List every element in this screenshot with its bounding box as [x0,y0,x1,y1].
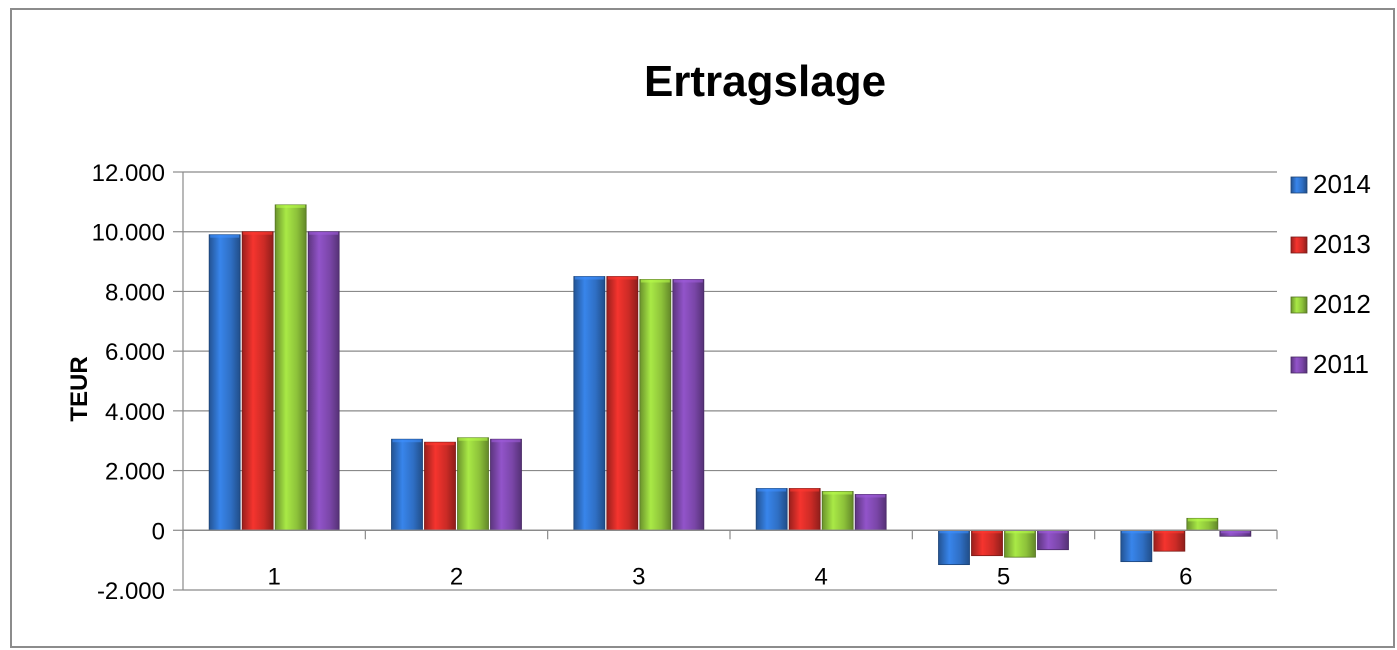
bar-cap [309,231,339,235]
chart-title: Ertragslage [644,57,886,106]
bar-2013-cat-2 [424,441,456,531]
x-tick-label: 6 [1179,563,1192,590]
bar-cap [574,276,604,280]
bar-2012-cat-5 [1004,529,1036,558]
bar-2012-cat-4 [821,491,854,531]
y-tick-label: 6.000 [105,339,165,366]
bar-cap [790,488,820,492]
legend-swatch-2013 [1290,236,1308,254]
x-tick-label: 2 [450,563,463,590]
legend-label-2012: 2012 [1313,289,1371,319]
gridlines [183,171,1277,591]
bar-cap [425,442,455,446]
bar-cap [939,530,969,534]
y-tick-label: -2.000 [97,578,165,605]
bar-cap [823,491,853,495]
bar-2011-cat-4 [854,494,887,531]
legend-swatch-2011 [1290,356,1308,374]
x-tick-label: 3 [632,563,645,590]
bar-cap [392,439,422,443]
y-tick-label: 12.000 [92,160,165,187]
legend: 2014 2013 2012 2011 [1290,169,1371,379]
bar-2012-cat-3 [639,279,672,531]
bar-2013-cat-4 [788,488,821,531]
y-tick-label: 0 [152,518,165,545]
bar-2014-cat-5 [938,529,970,566]
bar-2014-cat-4 [755,488,788,531]
bar-cap [1154,530,1184,534]
bar-2013-cat-3 [606,276,639,531]
y-tick-label: 8.000 [105,279,165,306]
bar-cap [1038,530,1068,534]
bar-cap [210,234,240,238]
bar-cap [607,276,637,280]
bar-2014-cat-1 [208,234,241,531]
bar-2013-cat-6 [1153,529,1186,552]
y-axis-label: TEUR [66,356,93,421]
legend-swatch-2014 [1290,176,1308,194]
bar-cap [856,494,886,498]
bar-2011-cat-2 [490,438,522,531]
bar-2011-cat-1 [307,231,340,531]
bar-cap [1220,530,1250,534]
bar-cap [243,231,273,235]
bar-chart: Ertragslage -2.000 0 2.000 4.000 6.000 8.000 1… [66,57,1371,605]
x-tick-label: 4 [814,563,827,590]
bar-cap [1187,518,1217,522]
y-tick-label: 4.000 [105,399,165,426]
legend-label-2011: 2011 [1313,349,1369,379]
bar-2012-cat-1 [274,204,307,531]
x-tick-label: 5 [997,563,1010,590]
bar-2014-cat-3 [573,276,606,531]
x-tick-label: 1 [267,563,280,590]
chart-frame: Ertragslage -2.000 0 2.000 4.000 6.000 8.000 1… [10,8,1395,648]
legend-label-2013: 2013 [1313,229,1371,259]
bar-2014-cat-2 [391,438,423,531]
bar-2012-cat-2 [457,437,489,531]
bar-cap [640,279,670,283]
bar-2013-cat-5 [971,529,1003,557]
bar-cap [276,204,306,208]
bar-cap [1121,530,1151,534]
legend-label-2014: 2014 [1313,169,1371,199]
y-axis-ticks: -2.000 0 2.000 4.000 6.000 8.000 10.000 12.000 [92,160,184,605]
bar-cap [458,437,488,441]
bar-cap [972,530,1002,534]
bar-cap [491,439,521,443]
y-tick-label: 10.000 [92,220,165,247]
bar-2014-cat-6 [1120,529,1153,563]
legend-swatch-2012 [1290,296,1308,314]
bar-cap [1005,530,1035,534]
bar-2011-cat-3 [672,279,705,531]
y-tick-label: 2.000 [105,459,165,486]
bar-cap [757,488,787,492]
x-axis: 1 2 3 4 5 6 [182,529,1278,590]
bars [208,204,1252,566]
bar-cap [673,279,703,283]
bar-2013-cat-1 [241,231,274,531]
